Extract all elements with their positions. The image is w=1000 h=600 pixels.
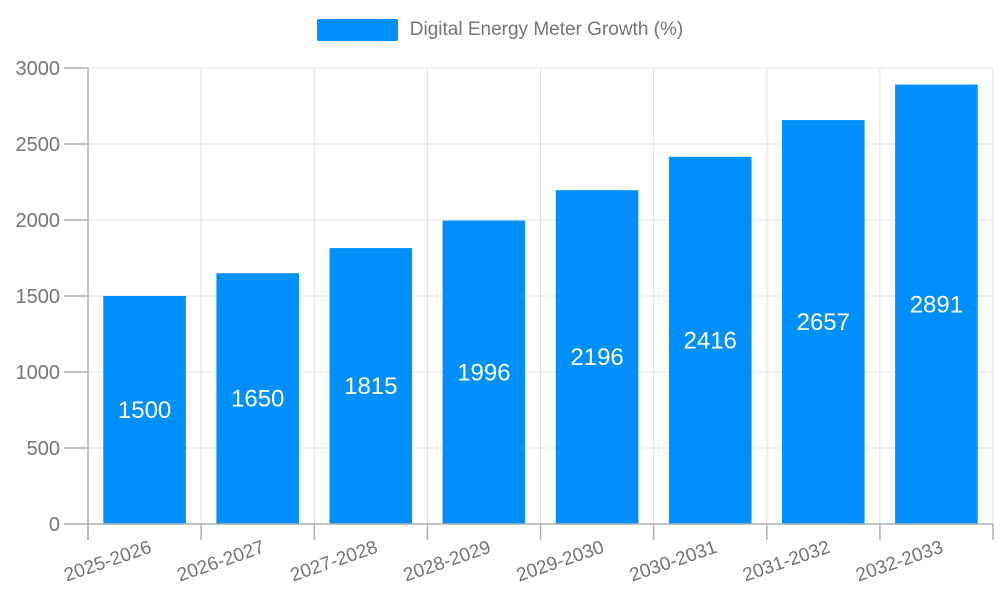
y-axis-label: 0 [49, 514, 60, 536]
legend-swatch [316, 19, 398, 41]
x-axis-label: 2029-2030 [514, 537, 607, 586]
x-axis-label: 2030-2031 [627, 537, 720, 586]
bar-2027-2028[interactable] [329, 248, 413, 524]
x-axis-label: 2025-2026 [61, 537, 154, 586]
y-axis-label: 2500 [16, 134, 61, 156]
bar-2032-2033[interactable] [895, 84, 978, 524]
bar-value-label: 2196 [570, 344, 623, 371]
bar-value-label: 1996 [457, 359, 510, 386]
x-axis-label: 2027-2028 [288, 537, 381, 586]
x-axis-label: 2032-2033 [853, 537, 946, 586]
x-axis-label: 2026-2027 [175, 537, 268, 586]
x-axis-label: 2031-2032 [740, 537, 833, 586]
bar-2028-2029[interactable] [442, 220, 526, 524]
bar-value-label: 1650 [231, 386, 284, 413]
bar-value-label: 2891 [910, 291, 963, 318]
bar-value-label: 1500 [118, 397, 171, 424]
y-axis-label: 500 [27, 438, 60, 460]
bar-value-label: 2416 [684, 327, 737, 354]
y-axis-label: 2000 [16, 210, 61, 232]
legend-item[interactable]: Digital Energy Meter Growth (%) [316, 19, 684, 41]
bar-2026-2027[interactable] [216, 273, 299, 524]
bar-2030-2031[interactable] [668, 156, 752, 525]
bar-value-label: 1815 [344, 373, 397, 400]
y-axis-label: 1000 [16, 362, 61, 384]
x-axis-label: 2028-2029 [401, 537, 494, 586]
y-axis-label: 1500 [16, 286, 61, 308]
y-axis-label: 3000 [16, 58, 61, 80]
bar-value-label: 2657 [797, 309, 850, 336]
bar-2029-2030[interactable] [555, 190, 639, 524]
legend-label: Digital Energy Meter Growth (%) [409, 19, 684, 40]
chart-legend: Digital Energy Meter Growth (%) [0, 19, 1000, 41]
bar-2031-2032[interactable] [782, 120, 865, 524]
bar-2025-2026[interactable] [103, 296, 186, 524]
